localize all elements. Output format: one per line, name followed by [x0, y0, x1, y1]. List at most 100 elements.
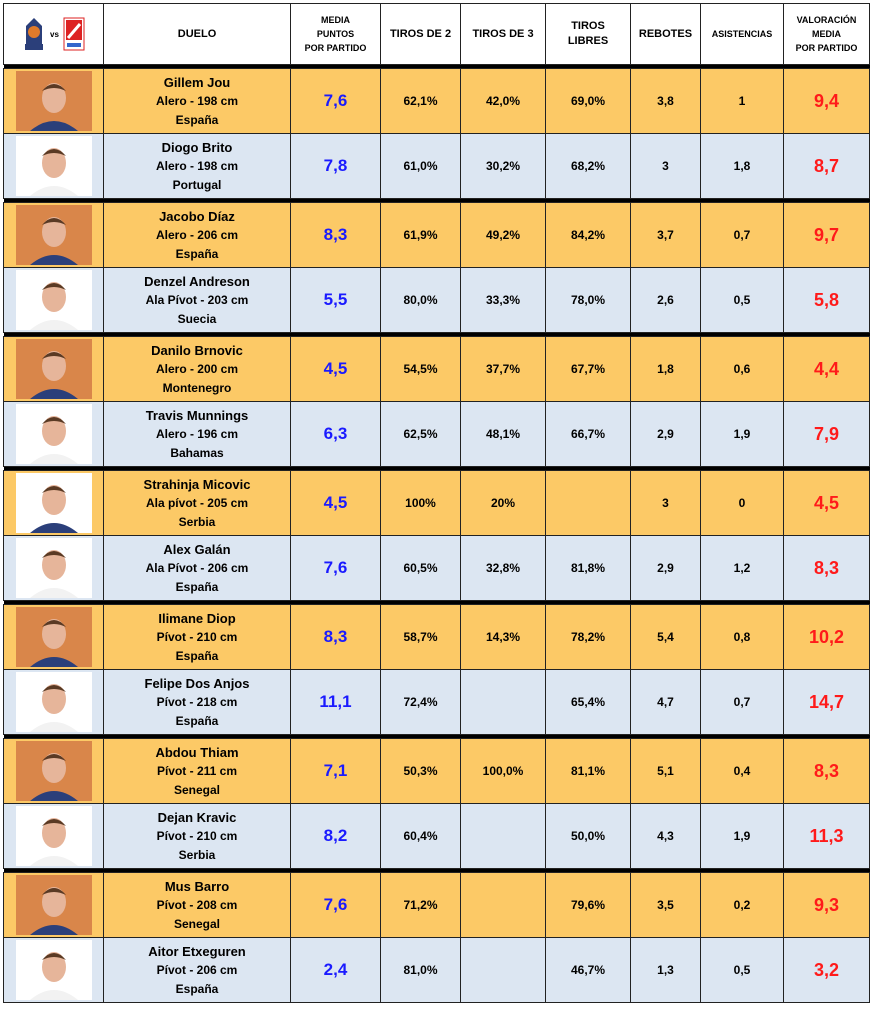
- free-throw-pct: 84,2%: [570, 228, 606, 242]
- player-row: Aitor Etxeguren Pívot - 206 cm España 2,4 81…: [3, 937, 870, 1003]
- player-name: Dejan Kravic: [157, 809, 237, 825]
- col-asistencias: ASISTENCIAS: [700, 3, 784, 65]
- points-per-game-cell: 7,6: [290, 535, 381, 601]
- player-photo-icon: [15, 741, 92, 801]
- rebounds: 5,1: [657, 764, 674, 778]
- points-per-game-cell: 7,1: [290, 738, 381, 804]
- assists: 0: [738, 496, 746, 510]
- player-name: Gillem Jou: [163, 74, 231, 90]
- rebounds-cell: 4,7: [630, 669, 701, 735]
- assists-cell: 0,7: [700, 669, 784, 735]
- three-point-pct: 32,8%: [485, 561, 521, 575]
- assists-cell: 0,8: [700, 604, 784, 670]
- player-info-cell: Gillem Jou Alero - 198 cm España: [103, 68, 291, 134]
- player-photo-icon: [15, 205, 92, 265]
- player-country: España: [175, 579, 219, 594]
- player-country: Bahamas: [170, 445, 224, 460]
- player-photo-icon: [15, 136, 92, 196]
- three-point-pct-cell: [460, 803, 546, 869]
- player-photo-cell: [3, 738, 104, 804]
- rebounds: 3,7: [657, 228, 674, 242]
- valoracion-cell: 10,2: [783, 604, 870, 670]
- three-point-pct: 37,7%: [485, 362, 521, 376]
- player-row: Mus Barro Pívot - 208 cm Senegal 7,6 71,2% 79…: [3, 872, 870, 938]
- points-per-game: 6,3: [323, 424, 348, 443]
- points-per-game: 8,3: [323, 225, 348, 244]
- player-position: Pívot - 211 cm: [156, 763, 238, 778]
- rebounds: 3,8: [657, 94, 674, 108]
- valoracion: 8,3: [813, 557, 840, 578]
- team-b-logo-icon: [63, 17, 85, 51]
- free-throw-pct: 65,4%: [570, 695, 606, 709]
- player-info-cell: Dejan Kravic Pívot - 210 cm Serbia: [103, 803, 291, 869]
- assists: 1,9: [733, 829, 751, 843]
- two-point-pct: 60,5%: [403, 561, 438, 575]
- player-photo-cell: [3, 336, 104, 402]
- rebounds: 5,4: [657, 630, 674, 644]
- comparison-table: vs DUELO MEDIA PUNTOS POR PARTIDO TIROS DE…: [3, 3, 870, 1003]
- player-info-cell: Jacobo Díaz Alero - 206 cm España: [103, 202, 291, 268]
- two-point-pct: 71,2%: [403, 898, 438, 912]
- three-point-pct: 14,3%: [485, 630, 521, 644]
- points-per-game: 5,5: [323, 290, 348, 309]
- free-throw-pct: 78,0%: [570, 293, 606, 307]
- free-throw-pct-cell: 84,2%: [545, 202, 631, 268]
- valoracion-cell: 3,2: [783, 937, 870, 1003]
- assists: 0,6: [733, 362, 751, 376]
- player-photo-cell: [3, 872, 104, 938]
- two-point-pct-cell: 61,9%: [380, 202, 461, 268]
- points-per-game: 7,6: [323, 558, 348, 577]
- free-throw-pct-cell: 81,8%: [545, 535, 631, 601]
- assists-cell: 0,4: [700, 738, 784, 804]
- assists: 0,7: [733, 228, 751, 242]
- points-per-game-cell: 8,2: [290, 803, 381, 869]
- three-point-pct-cell: 49,2%: [460, 202, 546, 268]
- free-throw-pct-cell: [545, 470, 631, 536]
- two-point-pct-cell: 60,5%: [380, 535, 461, 601]
- two-point-pct: 100%: [405, 496, 436, 510]
- valoracion: 4,4: [813, 358, 840, 379]
- free-throw-pct-cell: 66,7%: [545, 401, 631, 467]
- points-per-game-cell: 8,3: [290, 604, 381, 670]
- player-photo-cell: [3, 604, 104, 670]
- player-photo-cell: [3, 470, 104, 536]
- player-photo-icon: [15, 71, 92, 131]
- valoracion: 7,9: [813, 423, 840, 444]
- three-point-pct-cell: 37,7%: [460, 336, 546, 402]
- two-point-pct-cell: 100%: [380, 470, 461, 536]
- player-row: Gillem Jou Alero - 198 cm España 7,6 62,1% 42…: [3, 68, 870, 134]
- free-throw-pct: 69,0%: [570, 94, 606, 108]
- valoracion-cell: 8,3: [783, 738, 870, 804]
- free-throw-pct: 66,7%: [570, 427, 606, 441]
- rebounds-cell: 3,7: [630, 202, 701, 268]
- valoracion: 14,7: [808, 691, 845, 712]
- rebounds-cell: 3,5: [630, 872, 701, 938]
- valoracion: 11,3: [809, 825, 844, 846]
- player-position: Alero - 206 cm: [155, 227, 239, 242]
- points-per-game-cell: 11,1: [290, 669, 381, 735]
- rebounds-cell: 5,4: [630, 604, 701, 670]
- player-country: Suecia: [177, 311, 217, 326]
- free-throw-pct: 67,7%: [570, 362, 606, 376]
- two-point-pct-cell: 81,0%: [380, 937, 461, 1003]
- player-photo-icon: [15, 473, 92, 533]
- player-info-cell: Travis Munnings Alero - 196 cm Bahamas: [103, 401, 291, 467]
- team-logos: vs: [3, 3, 104, 65]
- three-point-pct: 30,2%: [485, 159, 521, 173]
- free-throw-pct-cell: 65,4%: [545, 669, 631, 735]
- valoracion-cell: 9,3: [783, 872, 870, 938]
- player-country: España: [175, 981, 219, 996]
- two-point-pct: 58,7%: [403, 630, 438, 644]
- three-point-pct-cell: [460, 872, 546, 938]
- player-row: Jacobo Díaz Alero - 206 cm España 8,3 61,9% 4…: [3, 202, 870, 268]
- assists: 1: [738, 94, 746, 108]
- rebounds: 3: [662, 159, 669, 173]
- two-point-pct: 50,3%: [403, 764, 438, 778]
- three-point-pct: 33,3%: [485, 293, 521, 307]
- player-photo-cell: [3, 937, 104, 1003]
- rebounds: 1,8: [657, 362, 674, 376]
- pair-separator: [3, 64, 870, 69]
- assists: 0,5: [733, 963, 751, 977]
- player-photo-icon: [15, 806, 92, 866]
- pair-separator: [3, 734, 870, 739]
